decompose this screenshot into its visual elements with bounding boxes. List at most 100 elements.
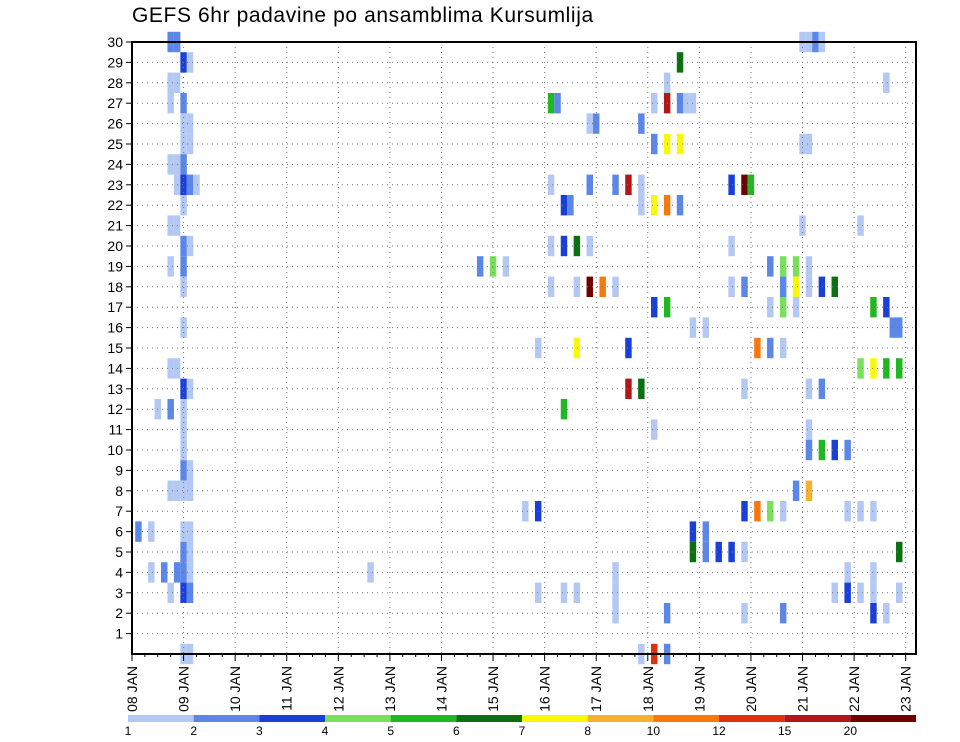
heatmap-cell bbox=[683, 93, 690, 114]
y-tick-label: 21 bbox=[107, 218, 123, 234]
y-axis: 1234567891011121314151617181920212223242… bbox=[107, 34, 132, 642]
heatmap-cell bbox=[167, 582, 174, 603]
heatmap-cell bbox=[792, 256, 800, 277]
colorbar-label: 3 bbox=[256, 724, 263, 738]
heatmap-cell bbox=[870, 358, 877, 379]
x-tick-label: 19 JAN bbox=[691, 666, 707, 712]
heatmap-cell bbox=[167, 215, 174, 236]
heatmap-cell bbox=[741, 541, 748, 563]
plot-grid bbox=[132, 41, 916, 654]
heatmap-cell bbox=[818, 378, 826, 399]
y-tick-label: 4 bbox=[115, 564, 123, 580]
x-tick-label: 15 JAN bbox=[485, 666, 501, 712]
heatmap-cell bbox=[779, 337, 787, 359]
heatmap-cell bbox=[728, 174, 735, 195]
heatmap-cell bbox=[883, 358, 890, 379]
y-tick-label: 1 bbox=[115, 626, 123, 642]
y-tick-label: 17 bbox=[107, 299, 123, 315]
heatmap-cell bbox=[805, 133, 813, 155]
heatmap-cell bbox=[186, 52, 194, 73]
heatmap-cell bbox=[857, 582, 864, 603]
y-tick-label: 23 bbox=[107, 177, 123, 193]
heatmap-cell bbox=[792, 276, 800, 297]
heatmap-cell bbox=[741, 174, 748, 195]
heatmap-cell bbox=[612, 562, 619, 583]
heatmap-cell bbox=[741, 603, 748, 624]
x-tick-label: 20 JAN bbox=[743, 666, 759, 712]
y-tick-label: 30 bbox=[107, 34, 123, 50]
heatmap-cell bbox=[896, 582, 903, 603]
heatmap-cell bbox=[728, 235, 735, 257]
heatmap-cell bbox=[857, 358, 864, 379]
heatmap-cell bbox=[186, 113, 194, 134]
colorbar-swatch bbox=[719, 715, 785, 722]
heatmap-cell bbox=[186, 174, 194, 195]
heatmap-cell bbox=[638, 113, 645, 134]
heatmap-cell bbox=[180, 378, 187, 399]
heatmap-cell bbox=[857, 501, 864, 522]
heatmap-cell bbox=[547, 276, 555, 297]
x-tick-label: 14 JAN bbox=[433, 666, 449, 712]
heatmap-cell bbox=[560, 195, 568, 216]
heatmap-cell bbox=[883, 297, 890, 318]
heatmap-cell bbox=[567, 195, 574, 216]
x-tick-label: 12 JAN bbox=[330, 666, 346, 712]
y-tick-label: 10 bbox=[107, 442, 123, 458]
x-tick-label: 13 JAN bbox=[382, 666, 398, 712]
y-tick-label: 12 bbox=[107, 401, 123, 417]
x-tick-label: 23 JAN bbox=[898, 666, 914, 712]
heatmap-cell bbox=[870, 582, 877, 603]
heatmap-cell bbox=[818, 439, 826, 461]
x-tick-label: 16 JAN bbox=[537, 666, 553, 712]
heatmap-cell bbox=[651, 133, 658, 155]
heatmap-cell bbox=[180, 439, 187, 461]
y-tick-label: 18 bbox=[107, 279, 123, 295]
heatmap-cell bbox=[625, 378, 632, 399]
heatmap-cell bbox=[180, 133, 187, 155]
heatmap-cell bbox=[586, 113, 593, 134]
x-tick-label: 18 JAN bbox=[640, 666, 656, 712]
heatmap-cell bbox=[180, 154, 187, 175]
heatmap-cell bbox=[186, 133, 194, 155]
heatmap-cell bbox=[638, 174, 645, 195]
colorbar-label: 1 bbox=[125, 724, 132, 738]
heatmap-cell bbox=[676, 195, 684, 216]
heatmap-cell bbox=[367, 562, 374, 583]
heatmap-cell bbox=[805, 378, 813, 399]
heatmap-cell bbox=[180, 460, 187, 481]
x-tick-label: 10 JAN bbox=[227, 666, 243, 712]
colorbar-label: 2 bbox=[190, 724, 197, 738]
heatmap-cell bbox=[592, 113, 600, 134]
heatmap-cell bbox=[728, 541, 735, 563]
x-tick-label: 08 JAN bbox=[124, 666, 140, 712]
colorbar-label: 10 bbox=[647, 724, 661, 738]
colorbar-label: 5 bbox=[387, 724, 394, 738]
heatmap-cell bbox=[167, 154, 174, 175]
heatmap-cell bbox=[741, 378, 748, 399]
heatmap-cell bbox=[161, 562, 168, 583]
heatmap-cell bbox=[805, 256, 813, 277]
heatmap-cell bbox=[534, 582, 542, 603]
heatmap-cell bbox=[186, 480, 194, 501]
heatmap-cell bbox=[767, 501, 774, 522]
heatmap-cell bbox=[883, 603, 890, 624]
y-tick-label: 14 bbox=[107, 360, 123, 376]
heatmap-cell bbox=[522, 501, 529, 522]
y-tick-label: 15 bbox=[107, 340, 123, 356]
colorbar-swatch bbox=[390, 715, 457, 722]
heatmap-cell bbox=[831, 439, 838, 461]
heatmap-cell bbox=[560, 235, 568, 257]
colorbar-legend: 1 2 3 4 5 6 7 8 10 12 15 20 bbox=[125, 715, 916, 738]
heatmap-cell bbox=[805, 439, 813, 461]
heatmap-cell bbox=[573, 276, 581, 297]
heatmap-cell bbox=[180, 399, 187, 420]
heatmap-cell bbox=[586, 235, 593, 257]
y-tick-label: 28 bbox=[107, 75, 123, 91]
heatmap-cell bbox=[148, 562, 155, 583]
colorbar-swatch bbox=[193, 715, 260, 722]
heatmap-cell bbox=[715, 541, 722, 563]
heatmap-cell bbox=[831, 582, 838, 603]
heatmap-cell bbox=[573, 337, 581, 359]
heatmap-cell bbox=[573, 582, 581, 603]
